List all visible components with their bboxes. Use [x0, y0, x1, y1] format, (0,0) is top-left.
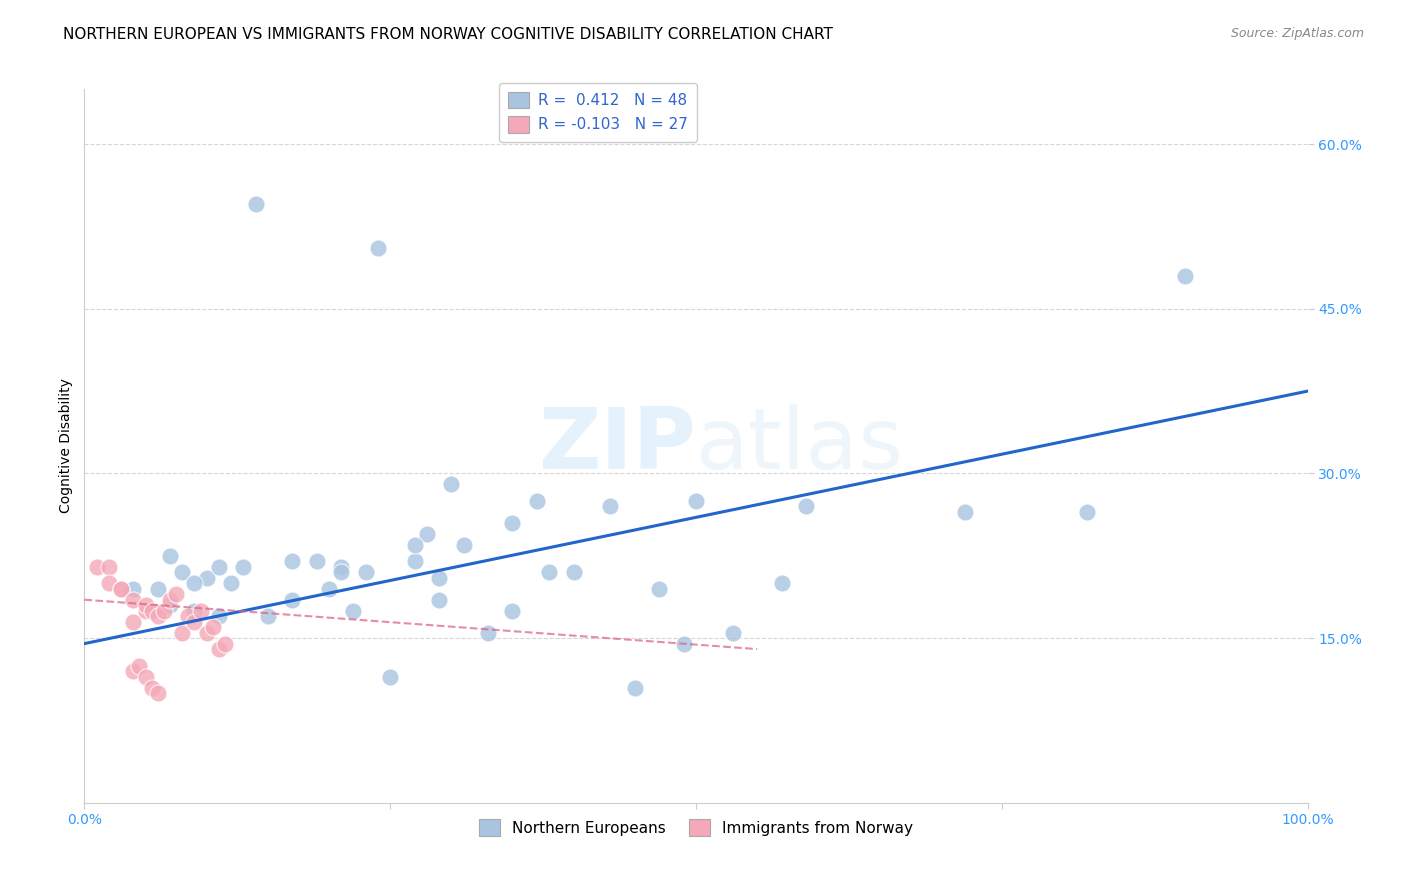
Point: [599, 500, 621, 514]
Point: [195, 571, 218, 585]
Point: [128, 658, 150, 673]
Point: [146, 686, 169, 700]
Point: [122, 582, 145, 596]
Point: [172, 625, 194, 640]
Point: [201, 620, 224, 634]
Point: [502, 516, 524, 530]
Point: [232, 559, 254, 574]
Point: [122, 615, 145, 629]
Point: [183, 615, 205, 629]
Point: [141, 681, 163, 695]
Point: [122, 664, 145, 678]
Point: [404, 554, 426, 568]
Point: [685, 494, 707, 508]
Point: [135, 604, 157, 618]
Point: [135, 669, 157, 683]
Point: [318, 582, 340, 596]
Point: [330, 559, 353, 574]
Point: [159, 598, 181, 612]
Y-axis label: Cognitive Disability: Cognitive Disability: [59, 378, 73, 514]
Point: [794, 500, 817, 514]
Point: [146, 609, 169, 624]
Text: Source: ZipAtlas.com: Source: ZipAtlas.com: [1230, 27, 1364, 40]
Point: [721, 625, 744, 640]
Point: [177, 609, 200, 624]
Point: [477, 625, 499, 640]
Point: [245, 197, 267, 211]
Point: [208, 609, 231, 624]
Point: [538, 566, 561, 580]
Point: [672, 637, 695, 651]
Point: [208, 559, 231, 574]
Point: [648, 582, 671, 596]
Point: [281, 592, 304, 607]
Point: [1174, 268, 1197, 283]
Point: [281, 554, 304, 568]
Point: [165, 587, 187, 601]
Point: [502, 604, 524, 618]
Point: [1076, 505, 1098, 519]
Point: [208, 642, 231, 657]
Point: [526, 494, 548, 508]
Point: [404, 538, 426, 552]
Point: [183, 576, 205, 591]
Point: [135, 598, 157, 612]
Point: [953, 505, 976, 519]
Point: [770, 576, 793, 591]
Point: [219, 576, 242, 591]
Point: [110, 582, 132, 596]
Point: [367, 241, 389, 255]
Point: [305, 554, 328, 568]
Point: [122, 592, 145, 607]
Point: [141, 604, 163, 618]
Point: [380, 669, 402, 683]
Point: [440, 477, 463, 491]
Text: atlas: atlas: [696, 404, 904, 488]
Point: [110, 582, 132, 596]
Point: [159, 592, 181, 607]
Point: [159, 549, 181, 563]
Point: [86, 559, 108, 574]
Point: [190, 604, 212, 618]
Point: [427, 571, 450, 585]
Point: [624, 681, 647, 695]
Point: [97, 576, 120, 591]
Point: [146, 582, 169, 596]
Point: [453, 538, 475, 552]
Legend: Northern Europeans, Immigrants from Norway: Northern Europeans, Immigrants from Norw…: [470, 810, 922, 845]
Point: [153, 604, 176, 618]
Point: [195, 625, 218, 640]
Point: [330, 566, 353, 580]
Point: [97, 559, 120, 574]
Point: [214, 637, 236, 651]
Point: [562, 566, 585, 580]
Point: [257, 609, 280, 624]
Text: ZIP: ZIP: [538, 404, 696, 488]
Point: [342, 604, 364, 618]
Point: [416, 526, 439, 541]
Point: [354, 566, 377, 580]
Text: NORTHERN EUROPEAN VS IMMIGRANTS FROM NORWAY COGNITIVE DISABILITY CORRELATION CHA: NORTHERN EUROPEAN VS IMMIGRANTS FROM NOR…: [63, 27, 834, 42]
Point: [172, 566, 194, 580]
Point: [183, 604, 205, 618]
Point: [427, 592, 450, 607]
